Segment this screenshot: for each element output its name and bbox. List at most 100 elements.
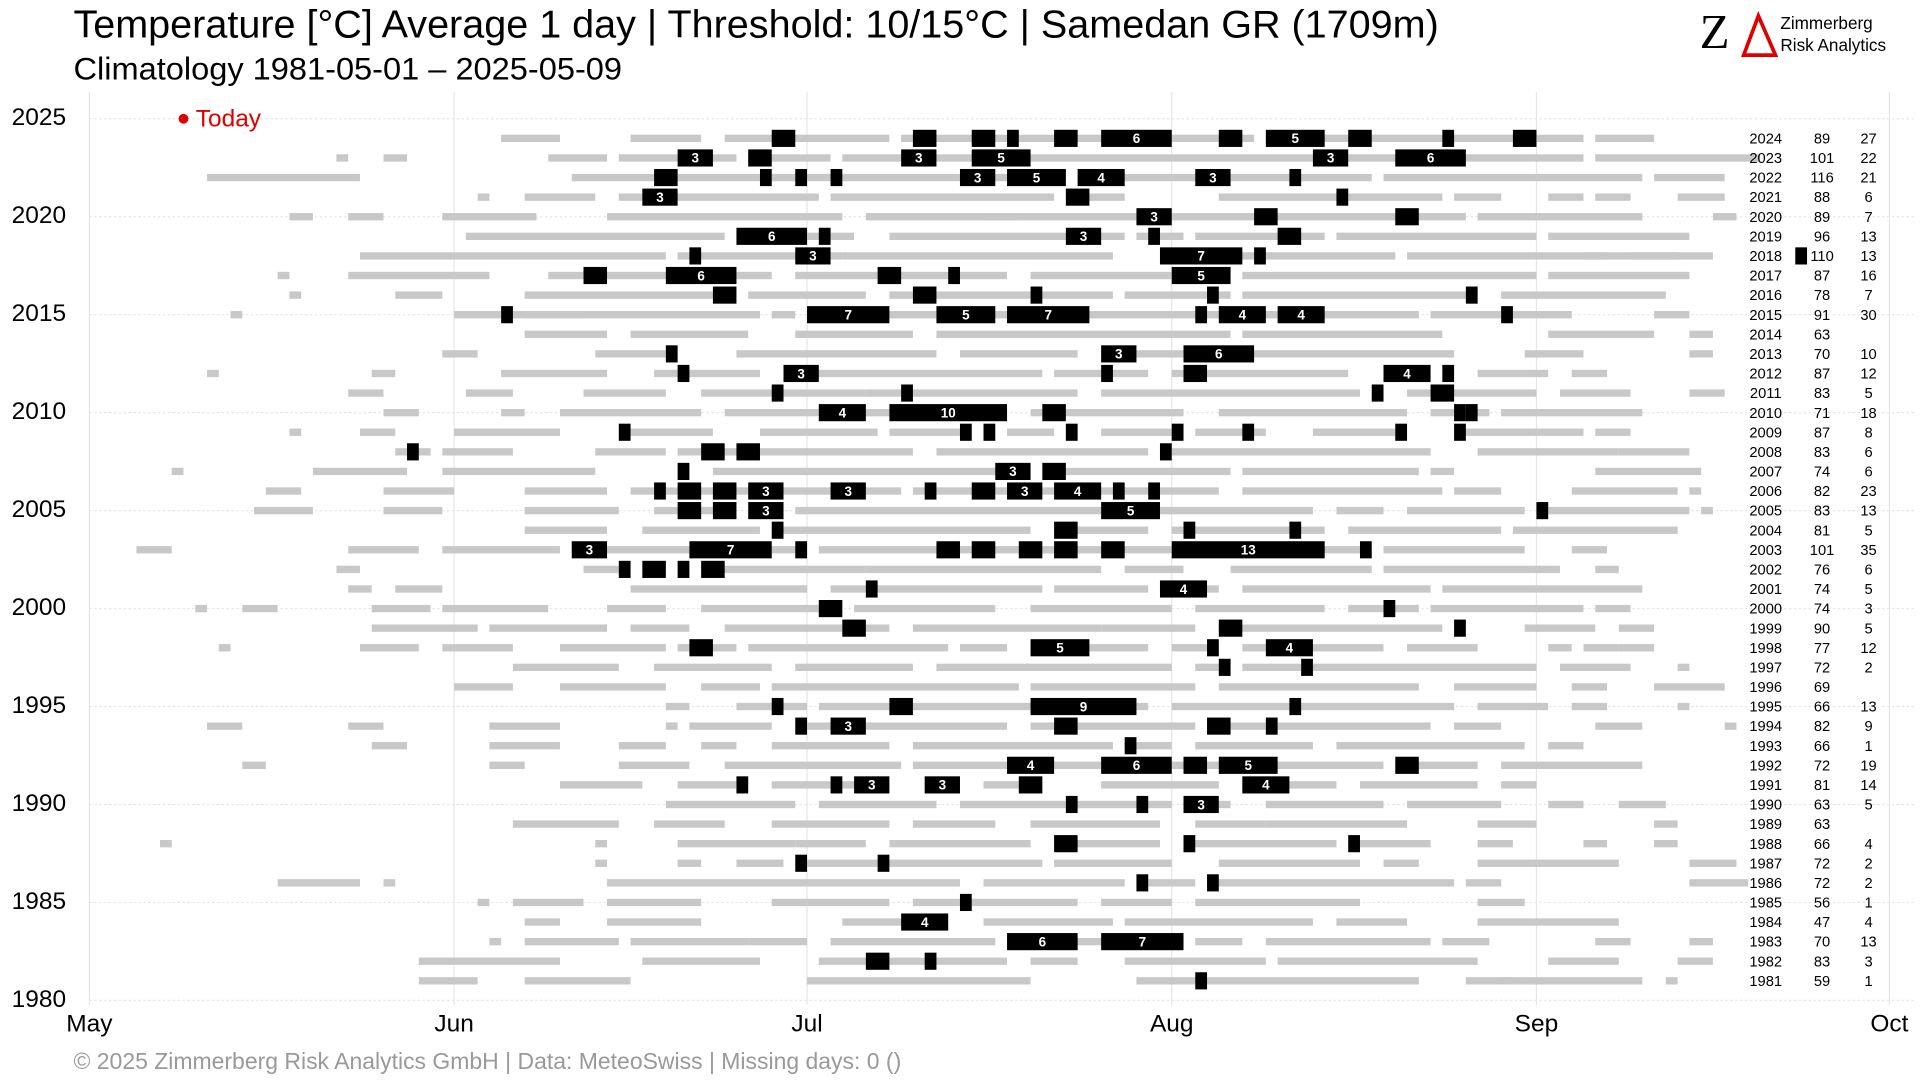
warm-run	[677, 149, 713, 167]
warm-run	[877, 266, 902, 285]
mild-run	[489, 761, 525, 769]
mild-run	[1218, 859, 1360, 867]
mild-run	[1136, 977, 1419, 985]
warm-run	[1395, 756, 1419, 774]
run-label: 6	[1039, 934, 1046, 949]
warm-run	[665, 266, 737, 285]
mild-run	[371, 624, 478, 632]
mild-run	[1477, 840, 1513, 848]
row-days15: 3	[1864, 602, 1872, 618]
mild-run	[912, 742, 1113, 750]
warm-run	[571, 541, 608, 559]
mild-run	[1618, 644, 1655, 652]
mild-run	[1477, 448, 1619, 456]
run-label: 3	[1327, 151, 1334, 166]
mild-run	[618, 193, 819, 201]
row-days10: 83	[1814, 445, 1830, 461]
mild-run	[677, 252, 843, 260]
warm-run	[830, 776, 843, 794]
mild-run	[1477, 820, 1537, 828]
mild-run	[454, 428, 560, 436]
row-days15: 2	[1864, 876, 1872, 892]
warm-run	[1454, 404, 1466, 422]
mild-run	[1195, 840, 1337, 848]
y-tick-label: 2005	[12, 496, 66, 523]
mild-run	[936, 448, 1149, 456]
mild-run	[1195, 663, 1219, 672]
mild-run	[1583, 644, 1619, 652]
run-label: 3	[762, 503, 769, 518]
mild-run	[736, 350, 937, 358]
mild-run	[1054, 859, 1172, 867]
warm-run	[1101, 756, 1172, 774]
run-label: 7	[844, 307, 851, 322]
row-days10: 70	[1814, 347, 1830, 363]
warm-run	[1007, 168, 1066, 187]
mild-run	[818, 800, 937, 809]
warm-run	[771, 521, 784, 539]
mild-run	[1407, 644, 1478, 652]
mild-run	[559, 408, 702, 417]
mild-run	[395, 291, 443, 299]
mild-run	[1689, 389, 1725, 397]
warm-run	[1171, 541, 1325, 559]
warm-run	[1018, 776, 1043, 794]
mild-run	[607, 213, 843, 221]
mild-run	[665, 702, 690, 711]
row-days15: 23	[1860, 484, 1876, 500]
mild-run	[348, 585, 372, 593]
warm-run	[901, 149, 937, 167]
warm-run	[1042, 462, 1066, 480]
mild-run	[159, 840, 172, 848]
run-label: 3	[797, 366, 804, 381]
warm-run	[748, 482, 784, 500]
mild-run	[712, 467, 1019, 476]
mild-run	[1407, 389, 1537, 397]
mild-run	[371, 369, 396, 378]
mild-run	[1465, 977, 1513, 985]
mild-run	[1407, 252, 1678, 260]
warm-run	[1207, 639, 1219, 657]
warm-run	[1430, 384, 1455, 402]
mild-run	[818, 957, 1008, 965]
warm-run	[736, 776, 749, 794]
row-days10: 72	[1814, 660, 1830, 676]
warm-run	[1007, 306, 1090, 324]
mild-run	[1101, 428, 1184, 436]
row-days15: 16	[1860, 269, 1876, 285]
mild-run	[207, 722, 243, 730]
mild-run	[207, 173, 360, 182]
warm-run	[1171, 266, 1231, 285]
mild-run	[1477, 898, 1525, 907]
warm-run	[912, 286, 937, 304]
row-days15: 13	[1860, 249, 1876, 265]
mild-run	[1559, 663, 1631, 672]
warm-run	[971, 129, 996, 147]
mild-run	[348, 271, 490, 280]
mild-run	[348, 546, 419, 554]
run-label: 4	[839, 405, 847, 420]
mild-run	[336, 565, 360, 574]
mild-run	[1101, 506, 1313, 515]
warm-run	[501, 306, 513, 324]
mild-run	[654, 369, 760, 378]
warm-run	[1195, 306, 1208, 324]
row-days10: 63	[1814, 327, 1830, 343]
row-days10: 110	[1810, 249, 1833, 265]
mild-run	[607, 604, 666, 613]
mild-run	[771, 311, 796, 319]
row-year: 2009	[1749, 425, 1782, 441]
mild-run	[1454, 683, 1537, 691]
chart-title: Temperature [°C] Average 1 day | Thresho…	[73, 3, 1438, 46]
mild-run	[818, 702, 890, 711]
run-label: 5	[1033, 170, 1041, 185]
row-days15: 5	[1864, 621, 1872, 637]
warm-run	[771, 384, 784, 402]
mild-run	[1124, 565, 1184, 574]
warm-run	[901, 913, 949, 931]
warm-run	[1065, 227, 1102, 245]
mild-run	[1430, 467, 1455, 476]
mild-run	[1630, 252, 1713, 260]
row-days15: 13	[1860, 504, 1876, 520]
warm-run	[1383, 364, 1431, 383]
